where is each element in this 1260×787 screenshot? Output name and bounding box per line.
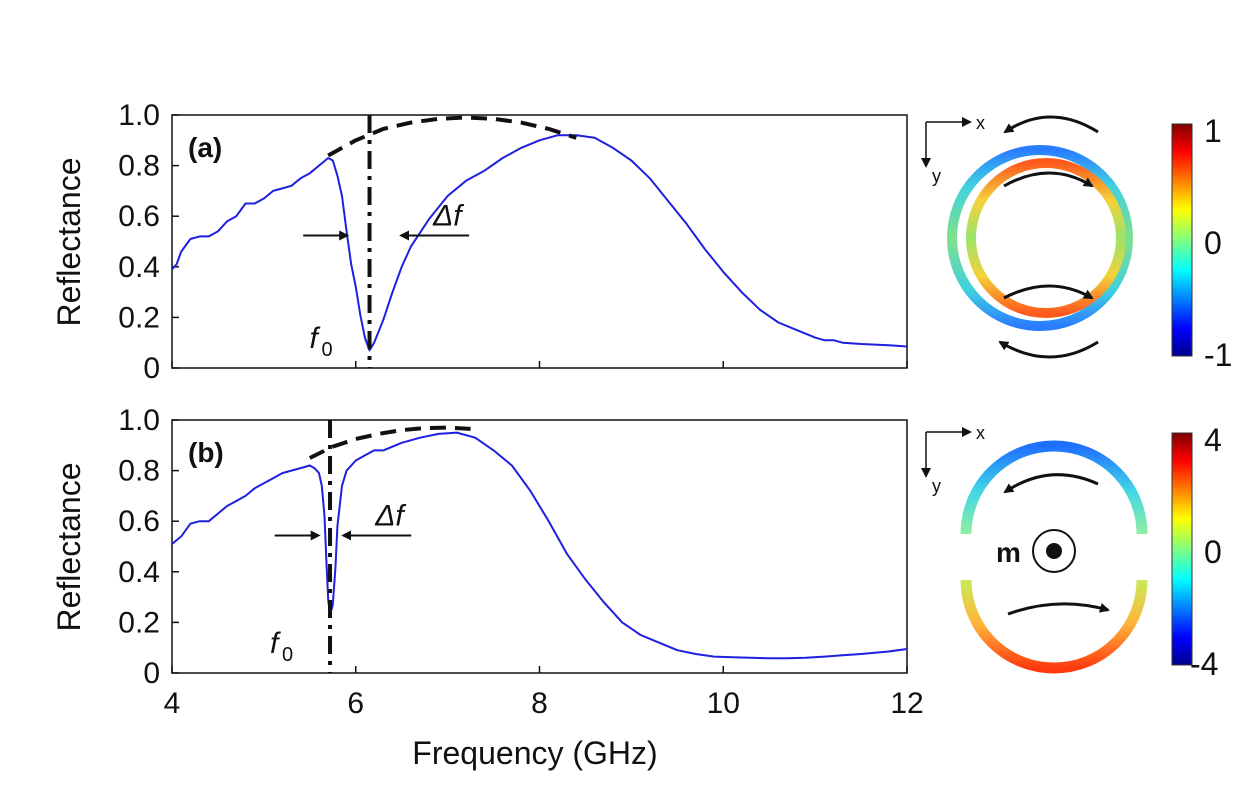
- panel-label-a: (a): [188, 132, 222, 163]
- colorbar-b-mid: 0: [1204, 534, 1222, 570]
- series-envelope-b: [308, 425, 471, 460]
- series-reflectance-a: [171, 134, 908, 352]
- y-tick-label-b: 1.0: [118, 404, 160, 437]
- delta-f-label-b: Δf: [374, 499, 406, 532]
- y-ticks-b: 0 0.2 0.4 0.6 0.8 1.0: [118, 404, 179, 690]
- colorbar-b-min: -4: [1190, 646, 1218, 682]
- colorbar-b-max: 4: [1204, 422, 1222, 458]
- plot-area-b: Δf f 0: [171, 420, 908, 673]
- x-ticks-a: [171, 361, 908, 368]
- f0-subscript-b: 0: [282, 644, 293, 666]
- y-tick-label-b: 0.8: [118, 455, 160, 488]
- panel-b: 0 0.2 0.4 0.6 0.8 1.0 4 6 8 10 12 Reflectance (b)…: [51, 404, 924, 720]
- y-tick-label-a: 0.2: [118, 301, 160, 334]
- delta-f-label-a: Δf: [432, 200, 464, 233]
- y-tick-label-a: 0.4: [118, 251, 160, 284]
- colorbar-a-mid: 0: [1204, 225, 1222, 261]
- inset-b-field-map: x y m 4 0 -4: [921, 422, 1222, 682]
- axis-x-label-b: x: [976, 423, 985, 443]
- y-tick-label-a: 0.6: [118, 200, 160, 233]
- y-tick-label-b: 0: [143, 657, 160, 690]
- moment-dot-icon: [1046, 543, 1062, 559]
- f0-label-b: f: [270, 627, 281, 660]
- y-axis-title-a: Reflectance: [51, 158, 87, 327]
- y-tick-label-b: 0.6: [118, 505, 160, 538]
- current-arrow-bottom-outer: [998, 340, 1099, 359]
- inner-ring-a: [966, 158, 1126, 318]
- plot-frame-b: [171, 419, 908, 674]
- y-tick-label-a: 0: [143, 352, 160, 385]
- panel-label-b: (b): [188, 437, 224, 468]
- split-ring-bottom-b: [960, 579, 1148, 674]
- moment-label: m: [996, 537, 1021, 568]
- axis-y-label-a: y: [932, 166, 941, 186]
- x-ticks-b: 4 6 8 10 12: [164, 666, 924, 720]
- axis-x-label-a: x: [976, 113, 985, 133]
- y-tick-label-b: 0.4: [118, 556, 160, 589]
- y-tick-label-b: 0.2: [118, 606, 160, 639]
- current-arrow-top-inner: [1003, 171, 1094, 188]
- split-ring-top-b: [960, 440, 1148, 535]
- inset-a-field-map: x y 1 0 -1: [921, 113, 1232, 373]
- colorbar-a-min: -1: [1204, 337, 1232, 373]
- plot-area-a: Δf f 0: [171, 115, 908, 368]
- x-tick-label: 12: [890, 687, 923, 720]
- x-tick-label: 4: [164, 687, 181, 720]
- series-envelope-a: [327, 115, 577, 158]
- panel-a: 00.20.40.60.81.0 Reflectance (a) Δff 0: [51, 99, 908, 385]
- current-arrow-bottom-inner: [1003, 284, 1094, 300]
- outer-ring-a: [947, 145, 1133, 331]
- colorbar-b: [1171, 432, 1193, 666]
- current-arrow-top-outer: [1003, 115, 1099, 134]
- f0-label-a: f: [310, 322, 321, 355]
- axes-triad-a: x y: [921, 113, 985, 186]
- current-arrow-top-b: [1003, 473, 1099, 494]
- f0-subscript-a: 0: [322, 339, 333, 361]
- x-tick-label: 10: [707, 687, 740, 720]
- colorbar-a-max: 1: [1204, 113, 1222, 149]
- axes-triad-b: x y: [921, 423, 985, 496]
- y-tick-label-a: 1.0: [118, 99, 160, 132]
- x-tick-label: 6: [347, 687, 364, 720]
- x-axis-title: Frequency (GHz): [412, 735, 657, 771]
- series-reflectance-b: [171, 431, 908, 660]
- y-axis-title-b: Reflectance: [51, 463, 87, 632]
- axis-y-label-b: y: [932, 476, 941, 496]
- y-ticks-a: 0 0.2 0.4 0.6 0.8 1.0: [118, 99, 179, 385]
- y-tick-label-a: 0.8: [118, 150, 160, 183]
- current-arrow-bottom-b: [1007, 602, 1110, 616]
- colorbar-a: [1171, 123, 1193, 357]
- x-tick-label: 8: [531, 687, 548, 720]
